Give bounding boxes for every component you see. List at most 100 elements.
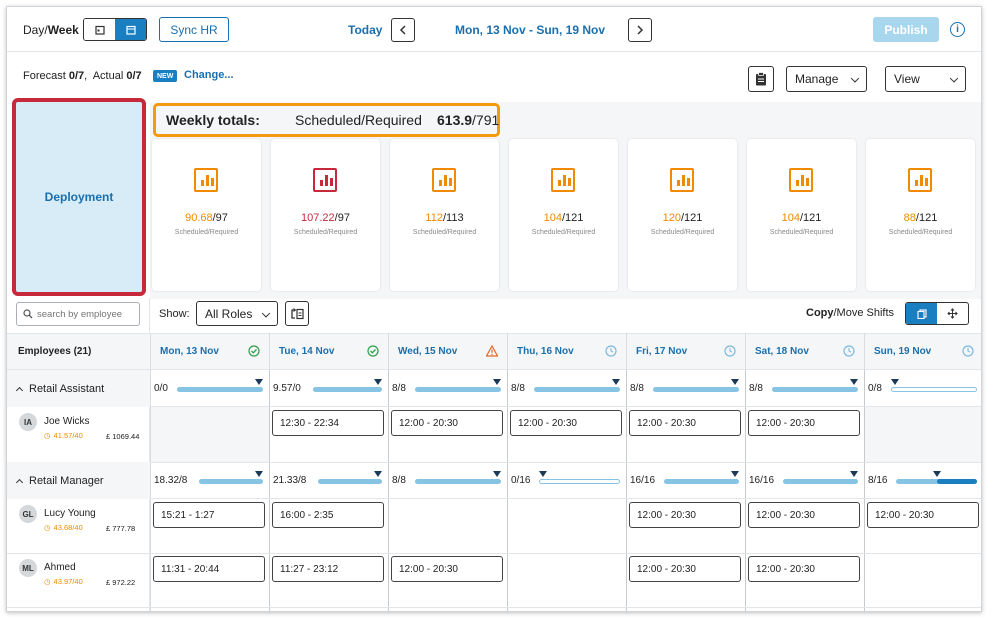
day-header[interactable]: Tue, 14 Nov — [269, 333, 388, 370]
chevron-down-icon — [261, 308, 271, 318]
employee-info[interactable]: IA Joe Wicks ◷ 41.57/40 £ 1069.44 — [7, 407, 150, 462]
shift-block[interactable]: 11:31 - 20:44 — [153, 556, 265, 582]
chevron-down-icon — [850, 74, 860, 83]
move-mode-button[interactable] — [937, 303, 968, 324]
empty-shift-cell[interactable] — [865, 407, 981, 462]
coverage-cell: 8/8 — [507, 370, 626, 407]
day-header[interactable]: Wed, 15 Nov — [388, 333, 507, 370]
role-name[interactable]: Retail Assistant — [15, 383, 105, 395]
role-name[interactable]: Retail Manager — [15, 475, 104, 487]
shift-block[interactable]: 12:00 - 20:30 — [748, 410, 860, 436]
chevron-right-icon — [637, 25, 644, 35]
day-card[interactable]: 90.68/97 Scheduled/Required — [152, 139, 261, 291]
employee-name: Lucy Young — [44, 508, 96, 519]
show-label: Show: — [159, 308, 190, 320]
shift-block[interactable]: 12:00 - 20:30 — [391, 556, 503, 582]
coverage-cell: 0/0 — [150, 370, 269, 407]
shift-block[interactable]: 12:00 - 20:30 — [629, 556, 741, 582]
day-card[interactable]: 88/121 Scheduled/Required — [866, 139, 975, 291]
column-divider — [150, 370, 151, 611]
card-scheduled: 112 — [425, 212, 443, 224]
shift-block[interactable]: 12:00 - 20:30 — [867, 502, 979, 528]
role-name-text: Retail Assistant — [29, 383, 105, 395]
row-divider — [7, 607, 981, 608]
coverage-cell: 18.32/8 — [150, 462, 269, 499]
coverage-text: 8/8 — [630, 383, 644, 394]
coverage-text: 0/16 — [511, 475, 531, 486]
info-icon[interactable]: i — [950, 22, 965, 37]
coverage-bar — [414, 479, 501, 484]
shift-block[interactable]: 15:21 - 1:27 — [153, 502, 265, 528]
shift-block[interactable]: 12:00 - 20:30 — [391, 410, 503, 436]
clipboard-button[interactable] — [748, 66, 774, 92]
change-forecast-link[interactable]: Change... — [184, 69, 234, 81]
shift-block[interactable]: 12:00 - 20:30 — [510, 410, 622, 436]
day-card[interactable]: 107.22/97 Scheduled/Required — [271, 139, 380, 291]
required-marker — [731, 471, 739, 477]
search-box[interactable] — [16, 302, 140, 326]
card-value: 107.22/97 — [271, 212, 380, 224]
role-label-cell — [7, 462, 150, 499]
chevron-up-icon — [15, 478, 24, 487]
shift-block[interactable]: 16:00 - 2:35 — [272, 502, 384, 528]
empty-shift-cell[interactable] — [151, 407, 269, 462]
forecast-bar: Forecast 0/7, Actual 0/7 NEW Change... M… — [7, 52, 981, 102]
card-subtitle: Scheduled/Required — [412, 229, 477, 236]
previous-week-button[interactable] — [391, 18, 415, 42]
day-header[interactable]: Fri, 17 Nov — [626, 333, 745, 370]
day-card[interactable]: 104/121 Scheduled/Required — [509, 139, 618, 291]
copy-mode-button[interactable] — [906, 303, 937, 324]
publish-button[interactable]: Publish — [873, 17, 939, 42]
coverage-cell: 8/16 — [864, 462, 981, 499]
coverage-bar — [771, 387, 858, 392]
view-dropdown[interactable]: View — [885, 66, 966, 92]
shift-block[interactable]: 12:00 - 20:30 — [629, 502, 741, 528]
shift-block[interactable]: 12:00 - 20:30 — [748, 502, 860, 528]
day-view-button[interactable] — [84, 19, 115, 40]
employee-name: Joe Wicks — [44, 416, 90, 427]
manage-dropdown[interactable]: Manage — [786, 66, 867, 92]
shift-block[interactable]: 11:27 - 23:12 — [272, 556, 384, 582]
day-card[interactable]: 112/113 Scheduled/Required — [390, 139, 499, 291]
coverage-bar — [199, 479, 263, 484]
coverage-text: 9.57/0 — [273, 383, 301, 394]
day-card[interactable]: 120/121 Scheduled/Required — [628, 139, 737, 291]
next-week-button[interactable] — [628, 18, 652, 42]
column-divider — [388, 370, 389, 611]
sort-button[interactable] — [285, 301, 309, 326]
card-subtitle: Scheduled/Required — [769, 229, 834, 236]
coverage-bar — [890, 387, 977, 392]
coverage-text: 8/16 — [868, 475, 888, 486]
forecast-summary: Forecast 0/7, Actual 0/7 — [23, 70, 142, 82]
deployment-panel[interactable]: Deployment — [12, 98, 146, 296]
day-header[interactable]: Sun, 19 Nov — [864, 333, 981, 370]
day-card[interactable]: 104/121 Scheduled/Required — [747, 139, 856, 291]
new-badge: NEW — [153, 70, 178, 82]
shift-block[interactable]: 12:30 - 22:34 — [272, 410, 384, 436]
move-icon — [947, 308, 958, 319]
clock-status-icon — [605, 345, 617, 357]
employee-info[interactable]: ML Ahmed ◷ 43.97/40 £ 972.22 — [7, 553, 150, 607]
coverage-text: 18.32/8 — [154, 475, 188, 486]
day-header[interactable]: Sat, 18 Nov — [745, 333, 864, 370]
employee-hours-value: 43.97/40 — [53, 577, 83, 586]
coverage-text: 21.33/8 — [273, 475, 307, 486]
shift-block[interactable]: 12:00 - 20:30 — [629, 410, 741, 436]
roles-dropdown[interactable]: All Roles — [196, 301, 278, 326]
shift-block[interactable]: 12:00 - 20:30 — [748, 556, 860, 582]
coverage-cell: 0/8 — [864, 370, 981, 407]
day-header[interactable]: Mon, 13 Nov — [150, 333, 269, 370]
today-button[interactable]: Today — [348, 23, 383, 37]
day-header[interactable]: Thu, 16 Nov — [507, 333, 626, 370]
totals-band — [150, 102, 981, 139]
chevron-down-icon — [949, 74, 959, 83]
card-required: /97 — [334, 212, 350, 224]
card-value: 90.68/97 — [152, 212, 261, 224]
week-view-button[interactable] — [115, 19, 146, 40]
employee-info[interactable]: GL Lucy Young ◷ 43.68/40 £ 777.78 — [7, 499, 150, 553]
employee-hours-value: 41.57/40 — [53, 431, 83, 440]
search-input[interactable] — [37, 308, 137, 320]
sync-hr-button[interactable]: Sync HR — [159, 17, 229, 42]
roles-value: All Roles — [205, 306, 253, 321]
coverage-bar — [539, 479, 620, 484]
